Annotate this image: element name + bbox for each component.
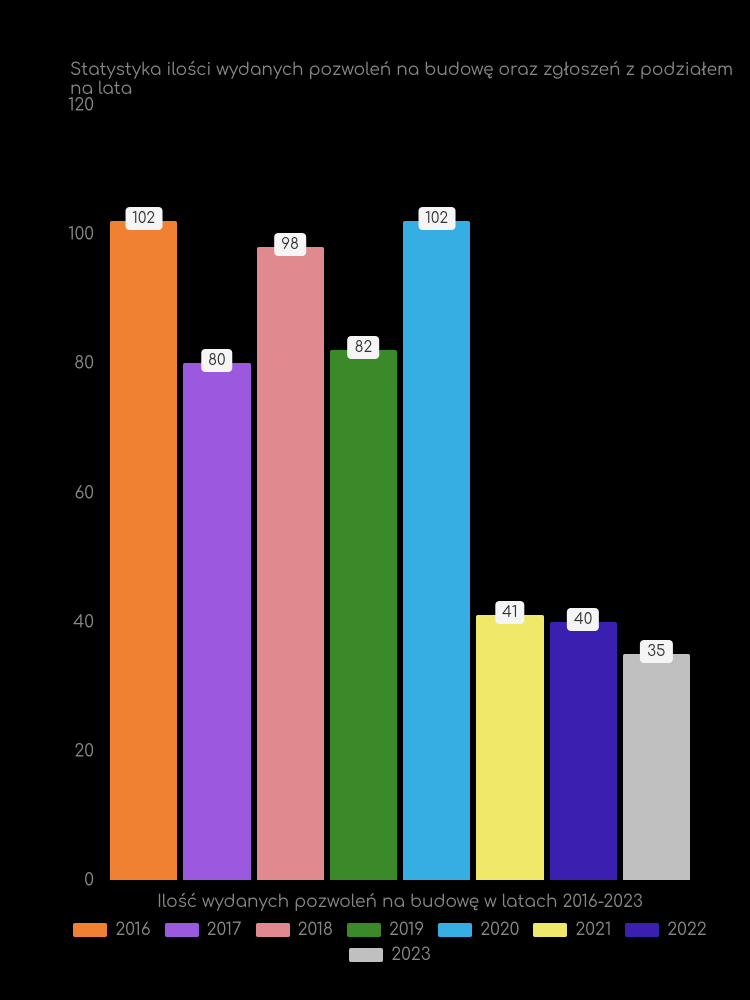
bar-value-label: 82	[348, 336, 380, 359]
bar-value-label: 35	[640, 640, 672, 663]
bar-2016: 102	[110, 221, 177, 880]
legend-label: 2021	[575, 920, 611, 939]
legend-swatch	[347, 923, 381, 937]
legend-swatch	[349, 948, 383, 962]
legend-item-2022: 2022	[625, 920, 706, 939]
bar-2018: 98	[257, 247, 324, 880]
bar-group: 102809882102414035	[100, 105, 700, 880]
legend-swatch	[256, 923, 290, 937]
legend-item-2020: 2020	[438, 920, 519, 939]
bar-2021: 41	[476, 615, 543, 880]
y-tick: 120	[60, 96, 94, 115]
legend-swatch	[165, 923, 199, 937]
y-tick: 80	[60, 354, 94, 373]
legend-label: 2023	[391, 945, 430, 964]
legend-label: 2019	[389, 920, 424, 939]
legend-item-2019: 2019	[347, 920, 424, 939]
x-axis-label: Ilość wydanych pozwoleń na budowę w lata…	[100, 892, 700, 911]
bar-value-label: 102	[125, 207, 162, 230]
bar-2017: 80	[183, 363, 250, 880]
legend-item-2018: 2018	[256, 920, 333, 939]
legend-label: 2020	[480, 920, 519, 939]
bar-2019: 82	[330, 350, 397, 880]
legend-label: 2016	[115, 920, 150, 939]
legend-item-2021: 2021	[533, 920, 611, 939]
bar-value-label: 41	[495, 601, 524, 624]
chart-title: Statystyka ilości wydanych pozwoleń na b…	[70, 60, 750, 98]
bar-value-label: 80	[201, 349, 232, 372]
legend-swatch	[73, 923, 107, 937]
y-tick: 40	[60, 612, 94, 631]
plot-area: 102809882102414035	[100, 105, 700, 880]
bar-2022: 40	[550, 622, 617, 880]
legend-item-2023: 2023	[349, 945, 430, 964]
legend-item-2016: 2016	[73, 920, 150, 939]
y-tick: 60	[60, 483, 94, 502]
y-tick: 20	[60, 741, 94, 760]
legend-swatch	[533, 923, 567, 937]
y-tick: 100	[60, 225, 94, 244]
legend-label: 2018	[298, 920, 333, 939]
legend-item-2017: 2017	[165, 920, 242, 939]
legend-label: 2017	[207, 920, 242, 939]
bar-value-label: 98	[274, 233, 306, 256]
bar-2020: 102	[403, 221, 470, 880]
bar-2023: 35	[623, 654, 690, 880]
legend-label: 2022	[667, 920, 706, 939]
bar-value-label: 40	[567, 608, 599, 631]
y-tick: 0	[60, 871, 94, 890]
legend-swatch	[625, 923, 659, 937]
bar-value-label: 102	[418, 207, 455, 230]
legend-swatch	[438, 923, 472, 937]
legend: 2016 2017 2018 2019 2020 2021 2022 2023	[60, 920, 720, 964]
